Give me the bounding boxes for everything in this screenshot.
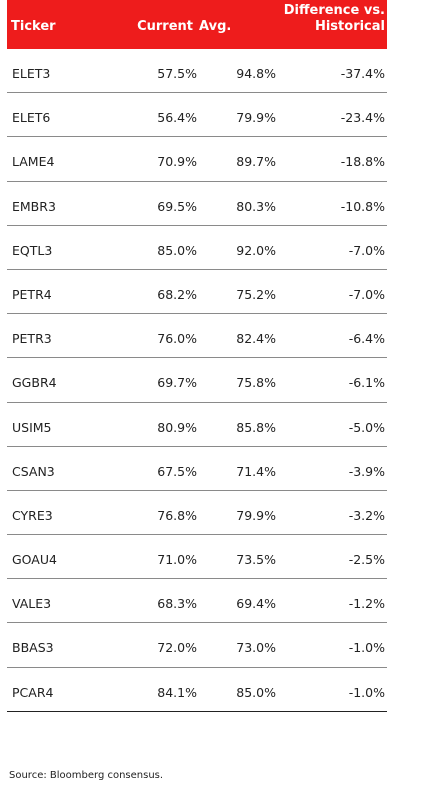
cell-ticker: GGBR4: [12, 375, 57, 391]
cell-current: 69.7%: [157, 375, 197, 391]
cell-current: 71.0%: [157, 552, 197, 568]
cell-current: 85.0%: [157, 242, 197, 258]
table-row: VALE3 68.3% 69.4% -1.2%: [7, 579, 387, 624]
cell-ticker: CSAN3: [12, 463, 55, 479]
cell-ticker: CYRE3: [12, 507, 53, 523]
table-row: CYRE3 76.8% 79.9% -3.2%: [7, 491, 387, 536]
cell-difference: -7.0%: [348, 242, 385, 258]
cell-ticker: EQTL3: [12, 242, 53, 258]
cell-avg: 71.4%: [236, 463, 276, 479]
cell-avg: 69.4%: [236, 596, 276, 612]
table-header: Ticker Current Avg. Difference vs. Histo…: [7, 0, 387, 49]
cell-ticker: PETR4: [12, 286, 52, 302]
table-row: EMBR3 69.5% 80.3% -10.8%: [7, 182, 387, 226]
cell-avg: 92.0%: [236, 242, 276, 258]
cell-avg: 85.8%: [236, 419, 276, 435]
cell-ticker: USIM5: [12, 419, 52, 435]
cell-current: 80.9%: [157, 419, 197, 435]
cell-current: 56.4%: [157, 110, 197, 126]
cell-current: 84.1%: [157, 684, 197, 700]
cell-difference: -10.8%: [340, 198, 385, 214]
cell-difference: -1.2%: [348, 596, 385, 612]
cell-avg: 94.8%: [236, 66, 276, 81]
table-row: PCAR4 84.1% 85.0% -1.0%: [7, 668, 387, 712]
cell-avg: 85.0%: [236, 684, 276, 700]
cell-ticker: ELET6: [12, 110, 51, 126]
header-difference: Difference vs. Historical: [284, 3, 385, 35]
cell-avg: 79.9%: [236, 507, 276, 523]
table-row: GGBR4 69.7% 75.8% -6.1%: [7, 358, 387, 403]
table-row: PETR4 68.2% 75.2% -7.0%: [7, 270, 387, 315]
cell-difference: -6.1%: [348, 375, 385, 391]
cell-avg: 73.5%: [236, 552, 276, 568]
cell-ticker: BBAS3: [12, 640, 54, 656]
data-table: Ticker Current Avg. Difference vs. Histo…: [7, 0, 387, 712]
table-row: CSAN3 67.5% 71.4% -3.9%: [7, 447, 387, 491]
cell-difference: -23.4%: [340, 110, 385, 126]
cell-ticker: LAME4: [12, 154, 55, 170]
cell-difference: -6.4%: [348, 331, 385, 347]
cell-current: 76.0%: [157, 331, 197, 347]
table-row: PETR3 76.0% 82.4% -6.4%: [7, 314, 387, 359]
cell-difference: -1.0%: [348, 684, 385, 700]
cell-ticker: VALE3: [12, 596, 52, 612]
cell-current: 76.8%: [157, 507, 197, 523]
cell-difference: -7.0%: [348, 286, 385, 302]
cell-difference: -3.9%: [348, 463, 385, 479]
cell-ticker: ELET3: [12, 66, 51, 81]
header-ticker: Ticker: [11, 19, 56, 34]
cell-avg: 82.4%: [236, 331, 276, 347]
table-row: BBAS3 72.0% 73.0% -1.0%: [7, 623, 387, 668]
cell-avg: 80.3%: [236, 198, 276, 214]
cell-avg: 73.0%: [236, 640, 276, 656]
cell-avg: 89.7%: [236, 154, 276, 170]
source-note: Source: Bloomberg consensus.: [9, 770, 164, 781]
cell-current: 67.5%: [157, 463, 197, 479]
cell-ticker: EMBR3: [12, 198, 56, 214]
cell-difference: -37.4%: [340, 66, 385, 81]
cell-ticker: PCAR4: [12, 684, 54, 700]
cell-current: 57.5%: [157, 66, 197, 81]
table-row: EQTL3 85.0% 92.0% -7.0%: [7, 226, 387, 270]
table-row: LAME4 70.9% 89.7% -18.8%: [7, 137, 387, 182]
cell-current: 70.9%: [157, 154, 197, 170]
cell-avg: 75.8%: [236, 375, 276, 391]
cell-current: 68.3%: [157, 596, 197, 612]
table-row: GOAU4 71.0% 73.5% -2.5%: [7, 535, 387, 580]
header-difference-line2: Historical: [314, 19, 385, 34]
cell-ticker: GOAU4: [12, 552, 57, 568]
cell-current: 69.5%: [157, 198, 197, 214]
table-row: ELET6 56.4% 79.9% -23.4%: [7, 93, 387, 138]
cell-difference: -1.0%: [348, 640, 385, 656]
cell-difference: -18.8%: [340, 154, 385, 170]
cell-current: 68.2%: [157, 286, 197, 302]
cell-difference: -2.5%: [348, 552, 385, 568]
cell-avg: 75.2%: [236, 286, 276, 302]
cell-difference: -3.2%: [348, 507, 385, 523]
table-body: ELET3 57.5% 94.8% -37.4% ELET6 56.4% 79.9% -23.…: [7, 49, 387, 712]
header-current: Current: [137, 19, 193, 34]
header-avg: Avg.: [199, 19, 232, 34]
cell-ticker: PETR3: [12, 331, 52, 347]
table-row: USIM5 80.9% 85.8% -5.0%: [7, 403, 387, 447]
cell-current: 72.0%: [157, 640, 197, 656]
header-difference-line1: Difference vs.: [283, 3, 385, 18]
cell-avg: 79.9%: [236, 110, 276, 126]
cell-difference: -5.0%: [348, 419, 385, 435]
table-row: ELET3 57.5% 94.8% -37.4%: [7, 49, 387, 94]
